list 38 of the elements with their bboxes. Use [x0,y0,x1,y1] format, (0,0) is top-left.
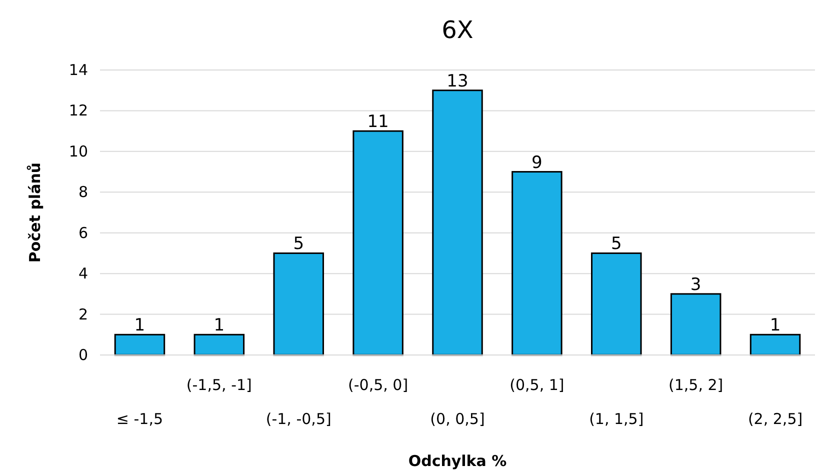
bar [670,293,722,356]
data-label: 13 [446,71,468,92]
bar [750,334,801,356]
bar [352,130,404,356]
y-tick-label: 12 [68,102,88,120]
y-tick-label: 10 [68,142,88,160]
data-label: 1 [134,316,146,336]
data-label: 9 [532,152,542,173]
y-tick-label: 2 [78,305,88,324]
bar [432,90,483,356]
data-label: 3 [690,274,702,295]
x-tick-label: (-0,5, 0] [348,376,408,394]
x-tick-label: (2, 2,5] [748,410,803,428]
x-tick-label: (-1, -0,5] [266,410,332,428]
x-axis-title: Odchylka % [408,452,507,470]
y-tick-label: 6 [78,224,88,242]
chart-title: 6X [442,16,474,44]
bar [591,252,642,356]
data-label: 5 [610,234,622,254]
x-tick-label: (1,5, 2] [668,376,724,394]
x-tick-label: (0, 0,5] [430,410,485,428]
bar [114,334,166,356]
y-tick-label: 14 [68,61,88,79]
x-tick-label: (-1,5, -1] [186,376,252,394]
y-tick-label: 8 [78,183,88,202]
data-label: 5 [293,234,304,254]
data-label: 1 [214,316,225,336]
data-label: 1 [770,316,781,336]
data-label: 11 [367,112,389,132]
x-tick-label: (1, 1,5] [589,410,644,428]
y-tick-label: 4 [78,264,88,283]
bar [273,252,324,356]
y-axis-title: Počet plánů [26,162,44,263]
y-tick-label: 0 [78,346,88,364]
x-tick-label: (0,5, 1] [510,376,564,394]
bar [512,171,562,356]
x-tick-label: ≤ -1,5 [116,410,164,428]
bar [194,334,245,356]
